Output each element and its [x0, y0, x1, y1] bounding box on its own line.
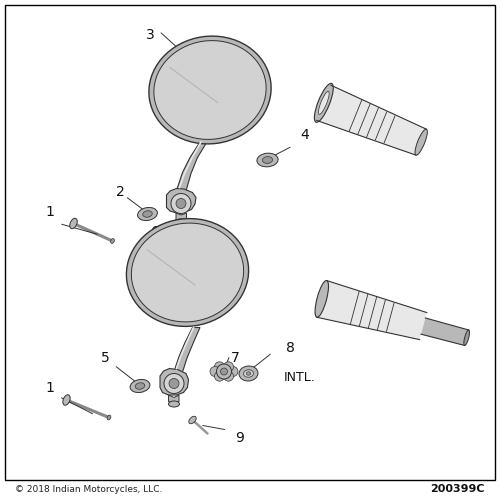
Ellipse shape	[138, 208, 158, 220]
Ellipse shape	[126, 218, 248, 326]
Circle shape	[164, 374, 184, 394]
Ellipse shape	[70, 218, 77, 228]
Ellipse shape	[318, 92, 329, 114]
Ellipse shape	[107, 415, 111, 420]
Polygon shape	[175, 141, 208, 195]
Text: INTL.: INTL.	[284, 371, 316, 384]
Polygon shape	[172, 328, 200, 378]
Text: 7: 7	[230, 350, 239, 364]
Text: 1: 1	[46, 380, 54, 394]
Ellipse shape	[149, 36, 271, 144]
Circle shape	[228, 366, 238, 376]
Text: 5: 5	[100, 350, 110, 364]
Circle shape	[171, 194, 191, 214]
Polygon shape	[168, 395, 179, 404]
Circle shape	[220, 368, 228, 375]
Polygon shape	[176, 213, 186, 222]
Ellipse shape	[257, 153, 278, 167]
Circle shape	[176, 198, 186, 208]
Polygon shape	[316, 85, 426, 155]
Ellipse shape	[110, 238, 114, 244]
Ellipse shape	[132, 223, 244, 322]
Circle shape	[214, 362, 224, 372]
Circle shape	[224, 371, 234, 381]
Ellipse shape	[315, 280, 328, 318]
Ellipse shape	[464, 330, 469, 345]
Text: © 2018 Indian Motorcycles, LLC.: © 2018 Indian Motorcycles, LLC.	[15, 484, 163, 494]
Circle shape	[169, 378, 179, 388]
Polygon shape	[166, 188, 196, 213]
Ellipse shape	[415, 129, 428, 155]
Ellipse shape	[168, 401, 179, 407]
Ellipse shape	[176, 219, 186, 225]
Text: 2: 2	[116, 186, 124, 200]
Text: 9: 9	[236, 430, 244, 444]
Text: 200399C: 200399C	[430, 484, 485, 494]
Polygon shape	[421, 318, 469, 345]
Text: 3: 3	[146, 28, 154, 42]
Ellipse shape	[154, 40, 266, 140]
Polygon shape	[317, 280, 427, 340]
Circle shape	[214, 371, 224, 381]
Ellipse shape	[130, 380, 150, 392]
Circle shape	[210, 366, 220, 376]
Ellipse shape	[239, 366, 258, 381]
Ellipse shape	[262, 156, 272, 164]
Ellipse shape	[135, 382, 145, 390]
Ellipse shape	[63, 395, 70, 405]
Circle shape	[216, 364, 232, 379]
Ellipse shape	[314, 84, 334, 122]
Text: 4: 4	[300, 128, 310, 142]
Ellipse shape	[189, 416, 196, 424]
Text: 8: 8	[286, 340, 294, 354]
Text: 6: 6	[150, 226, 160, 239]
Circle shape	[224, 362, 234, 372]
Ellipse shape	[244, 370, 254, 378]
Ellipse shape	[142, 210, 152, 218]
Text: 1: 1	[46, 206, 54, 220]
Polygon shape	[160, 368, 188, 395]
Ellipse shape	[246, 372, 250, 376]
